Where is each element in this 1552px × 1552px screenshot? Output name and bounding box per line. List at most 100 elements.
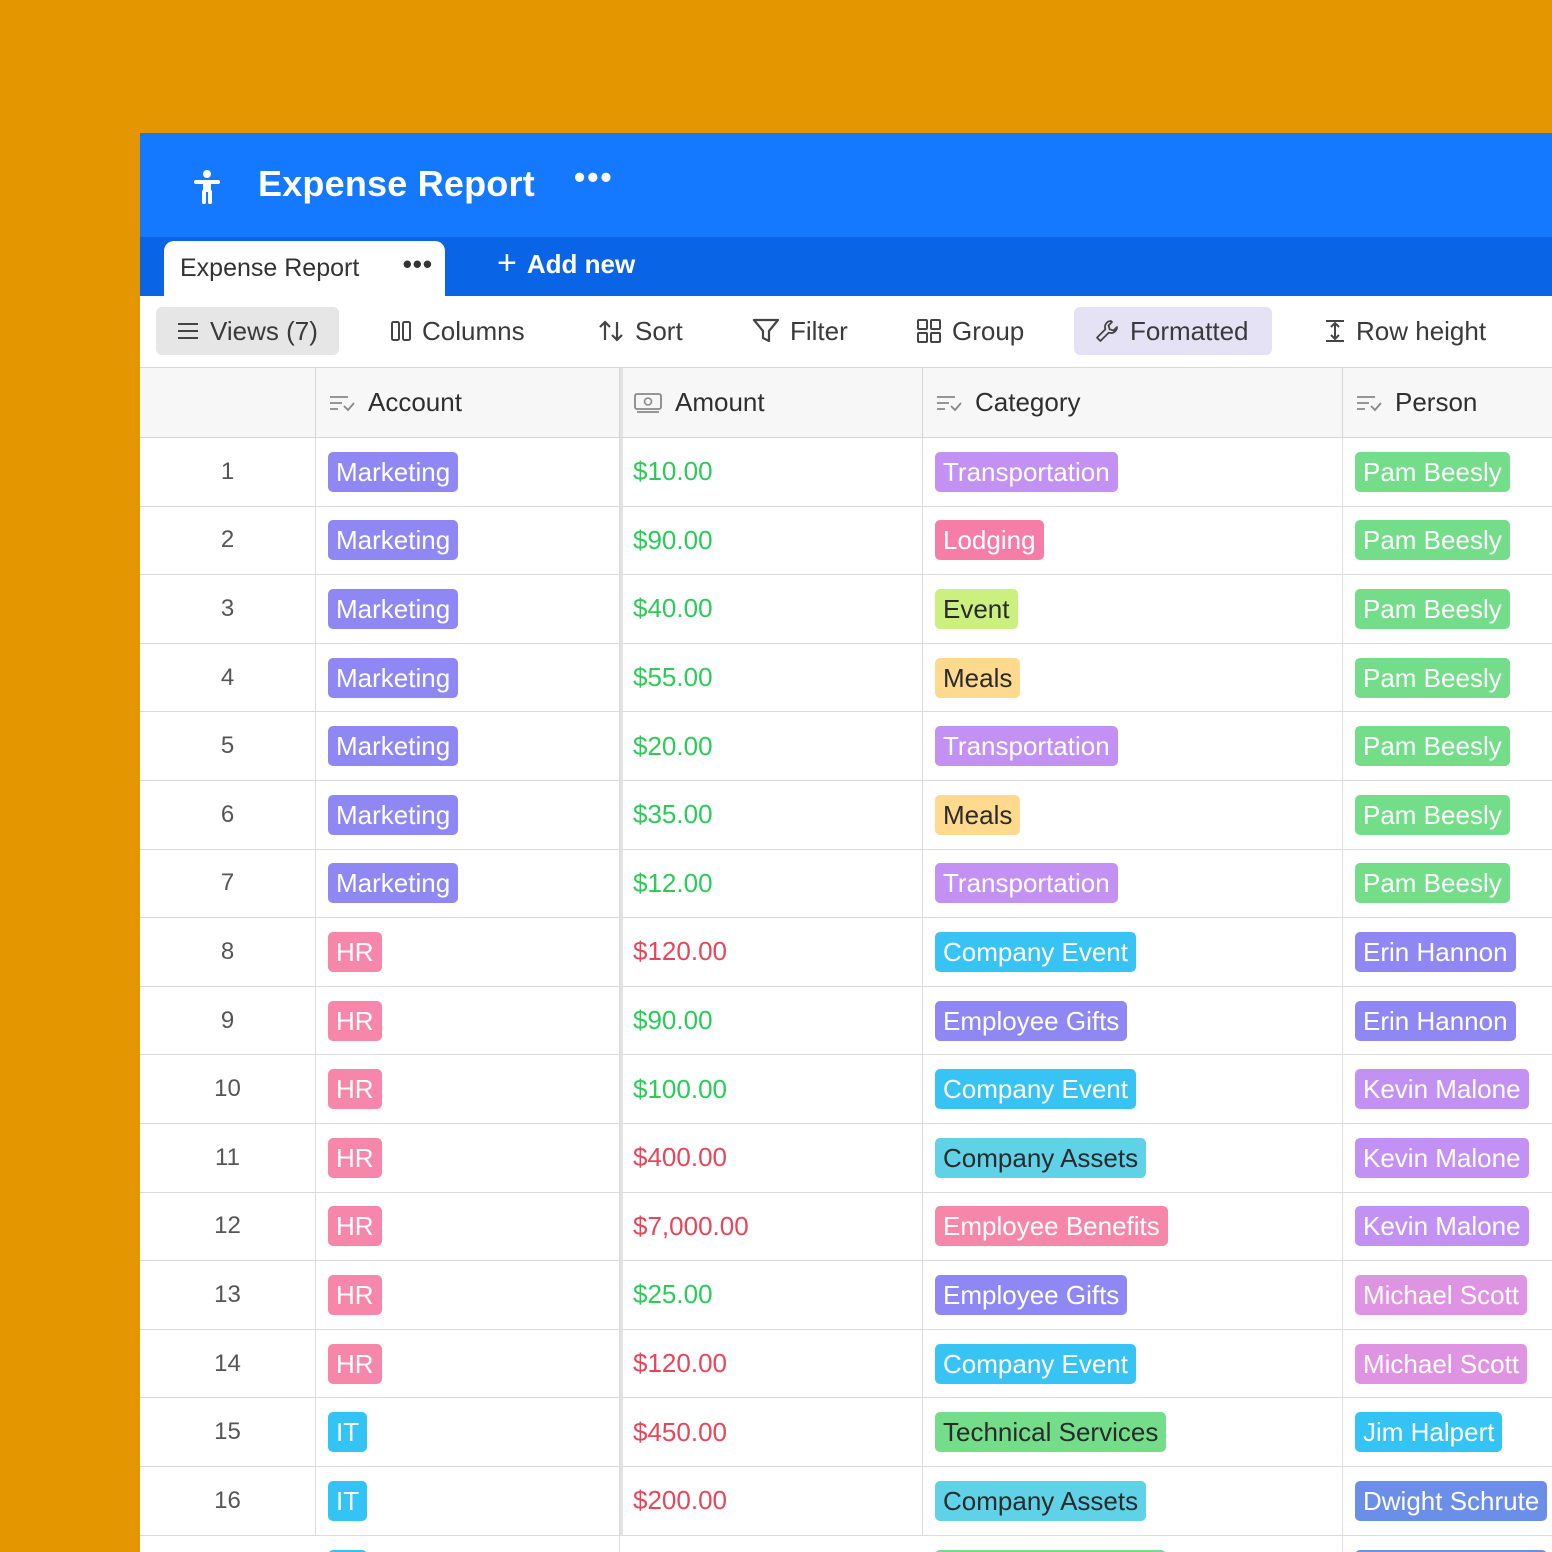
account-cell[interactable]: HR: [316, 1124, 620, 1192]
category-tag[interactable]: Meals: [935, 795, 1020, 835]
person-tag[interactable]: Kevin Malone: [1355, 1138, 1529, 1178]
person-tag[interactable]: Dwight Schrute: [1355, 1481, 1547, 1521]
account-tag[interactable]: HR: [328, 1138, 382, 1178]
table-row[interactable]: 8 HR $120.00 Company Event Erin Hannon: [140, 918, 1552, 987]
table-row[interactable]: 9 HR $90.00 Employee Gifts Erin Hannon: [140, 987, 1552, 1056]
person-tag[interactable]: Pam Beesly: [1355, 452, 1510, 492]
category-cell[interactable]: Employee Benefits: [923, 1193, 1343, 1261]
table-row[interactable]: 3 Marketing $40.00 Event Pam Beesly: [140, 575, 1552, 644]
amount-cell[interactable]: $200.00: [620, 1467, 923, 1535]
amount-cell[interactable]: $400.00: [620, 1124, 923, 1192]
account-tag[interactable]: HR: [328, 1001, 382, 1041]
account-tag[interactable]: HR: [328, 932, 382, 972]
person-tag[interactable]: Kevin Malone: [1355, 1069, 1529, 1109]
table-row[interactable]: 1 Marketing $10.00 Transportation Pam Beesly: [140, 438, 1552, 507]
account-tag[interactable]: HR: [328, 1275, 382, 1315]
table-row[interactable]: 13 HR $25.00 Employee Gifts Michael Scott: [140, 1261, 1552, 1330]
person-cell[interactable]: Dwight Schrute: [1343, 1536, 1552, 1552]
account-tag[interactable]: Marketing: [328, 452, 458, 492]
category-tag[interactable]: Employee Gifts: [935, 1001, 1127, 1041]
category-cell[interactable]: Employee Gifts: [923, 987, 1343, 1055]
category-cell[interactable]: Technical Services: [923, 1536, 1343, 1552]
amount-cell[interactable]: $10.00: [620, 438, 923, 506]
person-tag[interactable]: Pam Beesly: [1355, 863, 1510, 903]
column-header-account[interactable]: Account: [316, 368, 620, 437]
table-row[interactable]: 7 Marketing $12.00 Transportation Pam Beesly: [140, 850, 1552, 919]
category-cell[interactable]: Transportation: [923, 712, 1343, 780]
account-cell[interactable]: Marketing: [316, 644, 620, 712]
amount-cell[interactable]: $100.00: [620, 1055, 923, 1123]
person-cell[interactable]: Michael Scott: [1343, 1261, 1552, 1329]
table-row[interactable]: 15 IT $450.00 Technical Services Jim Halpert: [140, 1398, 1552, 1467]
category-tag[interactable]: Employee Gifts: [935, 1275, 1127, 1315]
amount-cell[interactable]: $90.00: [620, 987, 923, 1055]
category-tag[interactable]: Technical Services: [935, 1412, 1166, 1452]
tab-expense-report[interactable]: Expense Report •••: [164, 241, 445, 296]
category-cell[interactable]: Meals: [923, 781, 1343, 849]
person-cell[interactable]: Dwight Schrute: [1343, 1467, 1552, 1535]
more-options-icon[interactable]: •••: [574, 159, 614, 196]
group-button[interactable]: Group: [916, 307, 1024, 355]
amount-cell[interactable]: $25.00: [620, 1261, 923, 1329]
category-tag[interactable]: Transportation: [935, 726, 1118, 766]
amount-cell[interactable]: $40.00: [620, 575, 923, 643]
person-cell[interactable]: Erin Hannon: [1343, 987, 1552, 1055]
table-row[interactable]: 5 Marketing $20.00 Transportation Pam Beesly: [140, 712, 1552, 781]
category-cell[interactable]: Company Event: [923, 1330, 1343, 1398]
person-tag[interactable]: Michael Scott: [1355, 1275, 1527, 1315]
account-cell[interactable]: Marketing: [316, 781, 620, 849]
sort-button[interactable]: Sort: [597, 307, 683, 355]
account-cell[interactable]: Marketing: [316, 850, 620, 918]
category-tag[interactable]: Company Event: [935, 1069, 1136, 1109]
person-tag[interactable]: Kevin Malone: [1355, 1206, 1529, 1246]
category-tag[interactable]: Company Assets: [935, 1481, 1146, 1521]
views-button[interactable]: Views (7): [156, 307, 339, 355]
person-cell[interactable]: Pam Beesly: [1343, 712, 1552, 780]
account-cell[interactable]: HR: [316, 987, 620, 1055]
category-cell[interactable]: Transportation: [923, 850, 1343, 918]
category-cell[interactable]: Company Event: [923, 918, 1343, 986]
category-tag[interactable]: Employee Benefits: [935, 1206, 1168, 1246]
person-tag[interactable]: Pam Beesly: [1355, 658, 1510, 698]
category-cell[interactable]: Event: [923, 575, 1343, 643]
person-cell[interactable]: Michael Scott: [1343, 1330, 1552, 1398]
person-cell[interactable]: Pam Beesly: [1343, 781, 1552, 849]
person-cell[interactable]: Erin Hannon: [1343, 918, 1552, 986]
filter-button[interactable]: Filter: [752, 307, 848, 355]
category-cell[interactable]: Lodging: [923, 507, 1343, 575]
table-row[interactable]: 6 Marketing $35.00 Meals Pam Beesly: [140, 781, 1552, 850]
account-tag[interactable]: IT: [328, 1481, 367, 1521]
add-new-button[interactable]: + Add new: [497, 249, 635, 280]
amount-cell[interactable]: $7,000.00: [620, 1193, 923, 1261]
category-cell[interactable]: Company Event: [923, 1055, 1343, 1123]
account-tag[interactable]: Marketing: [328, 795, 458, 835]
category-cell[interactable]: Company Assets: [923, 1467, 1343, 1535]
category-cell[interactable]: Employee Gifts: [923, 1261, 1343, 1329]
account-cell[interactable]: HR: [316, 1055, 620, 1123]
person-tag[interactable]: Pam Beesly: [1355, 795, 1510, 835]
row-height-button[interactable]: Row height: [1324, 307, 1486, 355]
column-header-category[interactable]: Category: [923, 368, 1343, 437]
person-cell[interactable]: Pam Beesly: [1343, 644, 1552, 712]
amount-cell[interactable]: $450.00: [620, 1398, 923, 1466]
category-tag[interactable]: Meals: [935, 658, 1020, 698]
account-tag[interactable]: HR: [328, 1069, 382, 1109]
account-tag[interactable]: HR: [328, 1344, 382, 1384]
account-cell[interactable]: IT: [316, 1467, 620, 1535]
account-tag[interactable]: Marketing: [328, 658, 458, 698]
amount-cell[interactable]: $12.00: [620, 850, 923, 918]
category-tag[interactable]: Transportation: [935, 863, 1118, 903]
person-cell[interactable]: Jim Halpert: [1343, 1398, 1552, 1466]
person-cell[interactable]: Pam Beesly: [1343, 507, 1552, 575]
amount-cell[interactable]: $90.00: [620, 507, 923, 575]
person-tag[interactable]: Erin Hannon: [1355, 1001, 1516, 1041]
account-cell[interactable]: Marketing: [316, 438, 620, 506]
amount-cell[interactable]: $35.00: [620, 781, 923, 849]
person-cell[interactable]: Pam Beesly: [1343, 438, 1552, 506]
account-cell[interactable]: Marketing: [316, 507, 620, 575]
amount-cell[interactable]: $120.00: [620, 1330, 923, 1398]
column-header-person[interactable]: Person: [1343, 368, 1552, 437]
table-row[interactable]: 16 IT $200.00 Company Assets Dwight Schrute: [140, 1467, 1552, 1536]
account-tag[interactable]: HR: [328, 1206, 382, 1246]
person-cell[interactable]: Kevin Malone: [1343, 1055, 1552, 1123]
